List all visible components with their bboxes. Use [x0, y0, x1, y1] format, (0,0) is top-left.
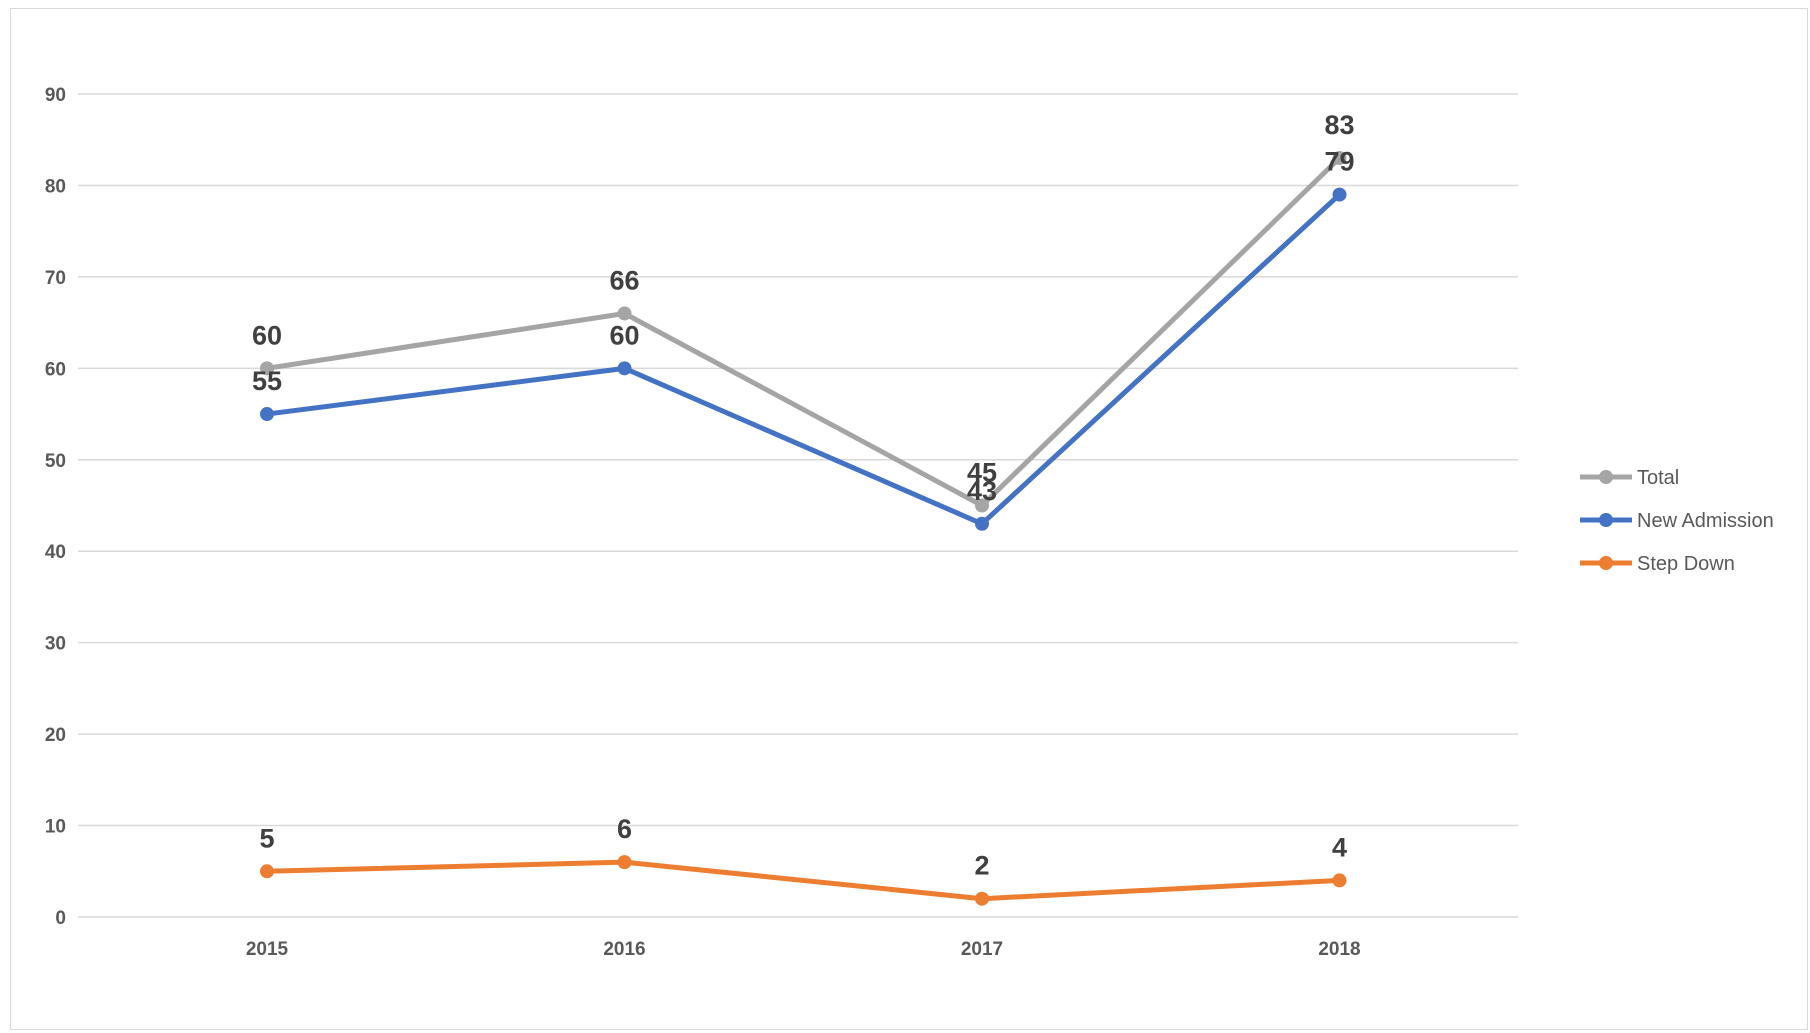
legend-swatch-marker: [1599, 470, 1613, 484]
data-label-new-admission: 43: [967, 476, 997, 506]
y-tick-label: 0: [55, 908, 66, 929]
data-point-total: [1332, 151, 1347, 166]
y-tick-label: 50: [45, 451, 66, 472]
legend-swatch-marker: [1599, 556, 1613, 570]
data-label-total: 83: [1324, 110, 1354, 140]
data-point-step-down: [617, 855, 632, 870]
x-tick-label: 2016: [603, 939, 645, 960]
data-label-new-admission: 55: [252, 366, 282, 396]
y-tick-label: 40: [45, 542, 66, 563]
data-point-step-down: [260, 864, 274, 879]
data-point-total: [617, 306, 632, 321]
data-label-total: 60: [252, 320, 282, 350]
data-label-step-down: 4: [1332, 832, 1347, 862]
gridlines: [78, 93, 1518, 918]
series-line-new-admission: [264, 192, 1342, 527]
y-axis-ticks: 0 10 20 30 40 50 60 70 80 90: [45, 85, 66, 929]
data-label-step-down: 2: [974, 851, 989, 881]
y-tick-label: 20: [45, 725, 66, 746]
legend-item-new-admission: New Admission: [1580, 510, 1774, 532]
data-label-step-down: 5: [259, 823, 274, 853]
x-tick-label: 2015: [246, 939, 289, 960]
data-label-total: 45: [967, 458, 997, 488]
chart-area: [10, 8, 1808, 1030]
data-point-new-admission: [1332, 187, 1347, 202]
series-line-total: [264, 155, 1342, 508]
y-tick-label: 60: [45, 359, 66, 380]
data-label-total: 66: [609, 265, 639, 295]
data-point-step-down: [1332, 873, 1347, 888]
y-tick-label: 30: [45, 634, 66, 655]
y-tick-label: 10: [45, 817, 66, 838]
series-line-step-down: [264, 859, 1342, 902]
x-axis-ticks: 2015 2016 2017 2018: [246, 939, 1361, 960]
legend-item-step-down: Step Down: [1580, 553, 1735, 575]
data-label-new-admission: 60: [609, 320, 639, 350]
data-label-step-down: 6: [617, 814, 632, 844]
data-label-new-admission: 79: [1324, 147, 1354, 177]
legend-label: Total: [1637, 467, 1679, 489]
data-labels: 60 66 45 83 55 60 43 79 5 6 2 4: [252, 110, 1355, 881]
data-point-step-down: [975, 891, 989, 906]
legend-swatch-marker: [1599, 513, 1613, 527]
y-tick-label: 70: [45, 268, 66, 289]
y-tick-label: 80: [45, 176, 66, 197]
data-point-total: [975, 498, 989, 513]
y-tick-label: 90: [45, 85, 66, 106]
x-tick-label: 2017: [961, 939, 1003, 960]
legend-label: Step Down: [1637, 553, 1735, 575]
legend-label: New Admission: [1637, 510, 1774, 532]
data-point-new-admission: [260, 407, 274, 422]
legend: Total New Admission Step Down: [1580, 467, 1774, 575]
legend-item-total: Total: [1580, 467, 1679, 489]
data-point-new-admission: [975, 516, 989, 531]
series-lines: [260, 151, 1347, 906]
data-point-total: [260, 361, 274, 376]
x-tick-label: 2018: [1318, 939, 1360, 960]
data-point-new-admission: [617, 361, 632, 376]
